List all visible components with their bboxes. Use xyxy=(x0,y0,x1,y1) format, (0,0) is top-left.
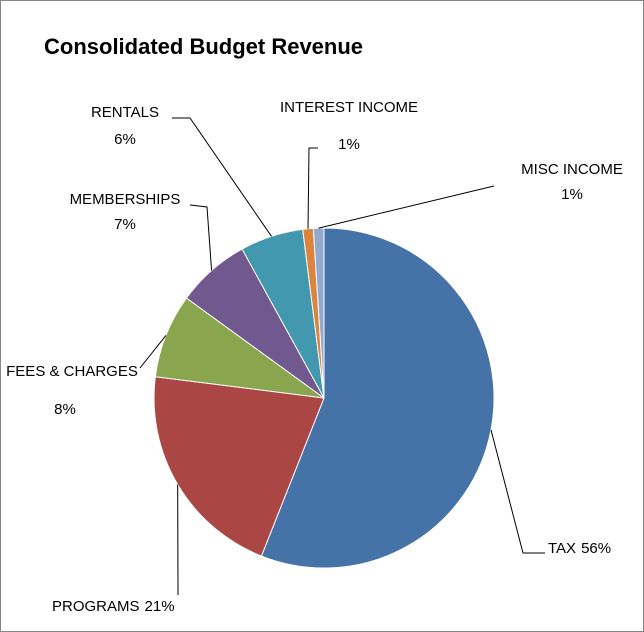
category-label: INTEREST INCOME xyxy=(280,99,418,116)
data-label: PROGRAMS 21% xyxy=(52,598,175,615)
value-label: 6% xyxy=(114,131,136,148)
category-label: TAX xyxy=(548,540,576,557)
value-label: 56% xyxy=(581,540,611,557)
leader-line xyxy=(139,335,167,369)
category-label: PROGRAMS xyxy=(52,598,140,615)
pie-slice xyxy=(260,227,495,569)
leader-line xyxy=(307,147,318,229)
value-label: 8% xyxy=(54,401,76,418)
leader-line xyxy=(318,185,495,229)
category-label: RENTALS xyxy=(91,104,159,121)
leader-line xyxy=(172,117,272,237)
category-label: FEES & CHARGES xyxy=(6,363,138,380)
category-label: MEMBERSHIPS xyxy=(70,191,181,208)
value-label: 21% xyxy=(145,598,175,615)
value-label: 1% xyxy=(561,186,583,203)
value-label: 7% xyxy=(114,216,136,233)
leader-line xyxy=(490,429,545,554)
value-label: 1% xyxy=(338,136,360,153)
pie-slice xyxy=(153,376,325,557)
data-label: TAX 56% xyxy=(548,540,611,557)
leader-line xyxy=(189,204,213,271)
category-label: MISC INCOME xyxy=(521,161,623,178)
chart-title: Consolidated Budget Revenue xyxy=(44,34,363,59)
